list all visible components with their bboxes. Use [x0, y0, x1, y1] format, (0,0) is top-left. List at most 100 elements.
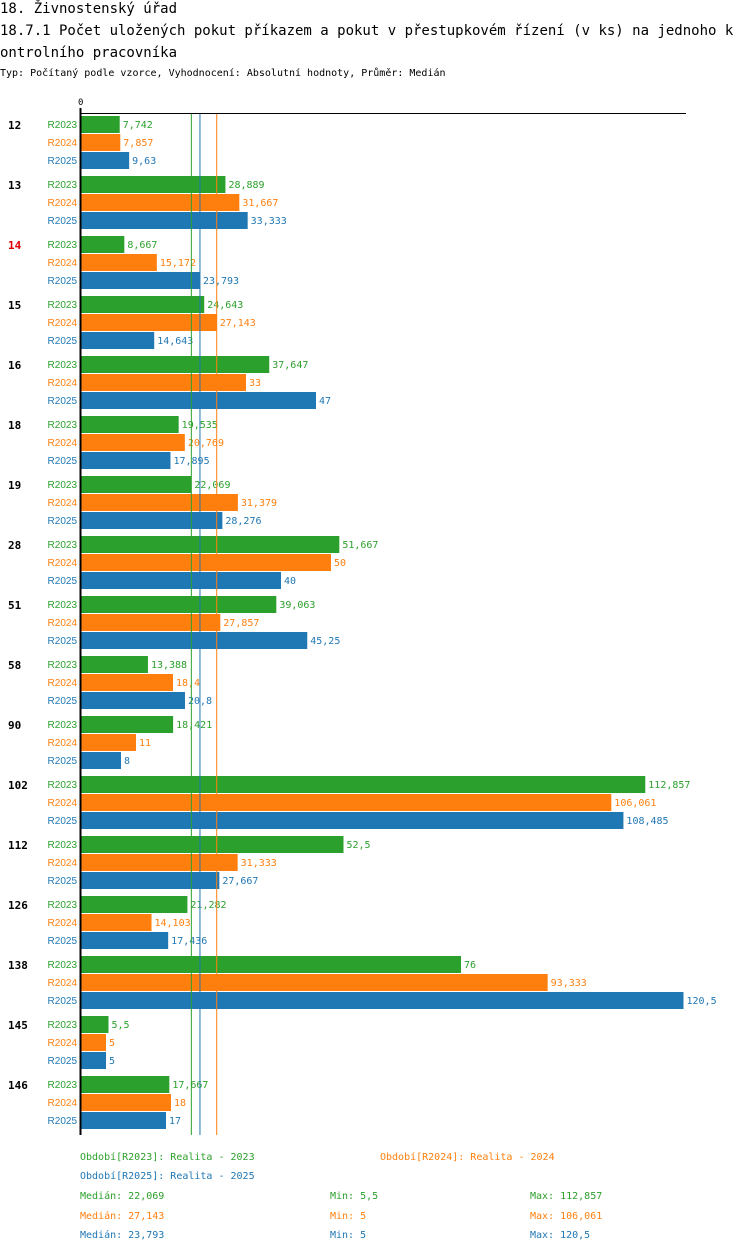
- legend-median-r2024: Medián: 27,143: [80, 1211, 165, 1222]
- category-label-112: 112: [8, 839, 28, 852]
- bar-51-R2023: [81, 596, 277, 613]
- bar-51-R2024: [81, 614, 221, 631]
- series-label-28-R2025: R2025: [48, 576, 78, 587]
- series-label-14-R2023: R2023: [48, 240, 78, 251]
- value-label-13-R2024: 31,667: [242, 198, 278, 209]
- bar-28-R2024: [81, 554, 331, 571]
- legend-period-r2023: Období[R2023]: Realita - 2023: [80, 1152, 255, 1163]
- value-label-28-R2025: 40: [284, 576, 296, 587]
- series-label-13-R2023: R2023: [48, 180, 78, 191]
- bar-102-R2025: [81, 812, 624, 829]
- value-label-28-R2023: 51,667: [342, 540, 378, 551]
- value-label-14-R2025: 23,793: [203, 276, 239, 287]
- value-label-19-R2025: 28,276: [225, 516, 261, 527]
- value-label-58-R2023: 13,388: [151, 660, 187, 671]
- legend-min-r2025: Min: 5: [330, 1230, 367, 1241]
- series-label-13-R2025: R2025: [48, 216, 78, 227]
- bar-112-R2023: [81, 836, 344, 853]
- value-label-146-R2023: 17,667: [172, 1080, 208, 1091]
- series-label-112-R2025: R2025: [48, 876, 78, 887]
- value-label-146-R2024: 18: [174, 1098, 186, 1109]
- series-label-138-R2025: R2025: [48, 996, 78, 1007]
- series-label-90-R2024: R2024: [48, 738, 78, 749]
- bar-102-R2023: [81, 776, 646, 793]
- series-label-146-R2025: R2025: [48, 1116, 78, 1127]
- bar-28-R2025: [81, 572, 281, 589]
- bar-12-R2023: [81, 116, 120, 133]
- value-label-12-R2025: 9,63: [132, 156, 156, 167]
- bar-28-R2023: [81, 536, 340, 553]
- bar-146-R2025: [81, 1112, 166, 1129]
- value-label-19-R2023: 22,069: [194, 480, 230, 491]
- value-label-102-R2023: 112,857: [648, 780, 690, 791]
- category-label-28: 28: [8, 539, 21, 552]
- series-label-12-R2025: R2025: [48, 156, 78, 167]
- bar-90-R2023: [81, 716, 174, 733]
- bar-146-R2024: [81, 1094, 171, 1111]
- legend-max-r2025: Max: 120,5: [530, 1230, 591, 1241]
- series-label-126-R2023: R2023: [48, 900, 78, 911]
- value-label-102-R2024: 106,061: [614, 798, 656, 809]
- value-label-13-R2025: 33,333: [251, 216, 287, 227]
- value-label-126-R2023: 21,282: [190, 900, 226, 911]
- value-label-58-R2024: 18,4: [176, 678, 200, 689]
- value-label-126-R2025: 17,436: [171, 936, 207, 947]
- value-label-51-R2024: 27,857: [223, 618, 259, 629]
- value-label-13-R2023: 28,889: [228, 180, 264, 191]
- series-label-19-R2024: R2024: [48, 498, 78, 509]
- value-label-12-R2023: 7,742: [123, 120, 153, 131]
- bar-15-R2024: [81, 314, 217, 331]
- series-label-14-R2025: R2025: [48, 276, 78, 287]
- series-label-102-R2024: R2024: [48, 798, 78, 809]
- value-label-145-R2025: 5: [109, 1056, 115, 1067]
- series-label-146-R2024: R2024: [48, 1098, 78, 1109]
- bar-15-R2023: [81, 296, 205, 313]
- category-label-102: 102: [8, 779, 28, 792]
- bar-145-R2023: [81, 1016, 109, 1033]
- value-label-112-R2024: 31,333: [241, 858, 277, 869]
- series-label-126-R2024: R2024: [48, 918, 78, 929]
- series-label-15-R2024: R2024: [48, 318, 78, 329]
- legend-period-r2025: Období[R2025]: Realita - 2025: [80, 1171, 255, 1182]
- series-label-28-R2024: R2024: [48, 558, 78, 569]
- series-label-102-R2025: R2025: [48, 816, 78, 827]
- bar-138-R2025: [81, 992, 684, 1009]
- series-label-28-R2023: R2023: [48, 540, 78, 551]
- series-label-13-R2024: R2024: [48, 198, 78, 209]
- series-label-90-R2025: R2025: [48, 756, 78, 767]
- value-label-138-R2024: 93,333: [551, 978, 587, 989]
- bar-19-R2024: [81, 494, 238, 511]
- category-label-145: 145: [8, 1019, 28, 1032]
- category-label-90: 90: [8, 719, 21, 732]
- series-label-90-R2023: R2023: [48, 720, 78, 731]
- bar-138-R2024: [81, 974, 548, 991]
- bar-102-R2024: [81, 794, 612, 811]
- series-label-16-R2025: R2025: [48, 396, 78, 407]
- bar-chart: 12 R2023 7,742 R2024 7,857 R2025 9,63 13 R2023 28…: [8, 98, 717, 1135]
- category-label-146: 146: [8, 1079, 28, 1092]
- bar-18-R2025: [81, 452, 171, 469]
- category-label-18: 18: [8, 419, 21, 432]
- bar-138-R2023: [81, 956, 461, 973]
- category-label-58: 58: [8, 659, 21, 672]
- bar-112-R2025: [81, 872, 220, 889]
- category-label-13: 13: [8, 179, 21, 192]
- value-label-16-R2023: 37,647: [272, 360, 308, 371]
- series-label-15-R2023: R2023: [48, 300, 78, 311]
- series-label-145-R2025: R2025: [48, 1056, 78, 1067]
- x-axis-tick-zero: 0: [78, 98, 83, 108]
- legend-max-r2024: Max: 106,061: [530, 1211, 603, 1222]
- bar-14-R2024: [81, 254, 157, 271]
- category-label-138: 138: [8, 959, 28, 972]
- bar-145-R2024: [81, 1034, 106, 1051]
- bar-14-R2023: [81, 236, 125, 253]
- series-label-18-R2024: R2024: [48, 438, 78, 449]
- value-label-16-R2024: 33: [249, 378, 261, 389]
- bar-12-R2024: [81, 134, 121, 151]
- series-label-126-R2025: R2025: [48, 936, 78, 947]
- legend-min-r2023: Min: 5,5: [330, 1191, 379, 1202]
- value-label-112-R2023: 52,5: [347, 840, 371, 851]
- bar-18-R2023: [81, 416, 179, 433]
- bar-126-R2023: [81, 896, 188, 913]
- value-label-15-R2023: 24,643: [207, 300, 243, 311]
